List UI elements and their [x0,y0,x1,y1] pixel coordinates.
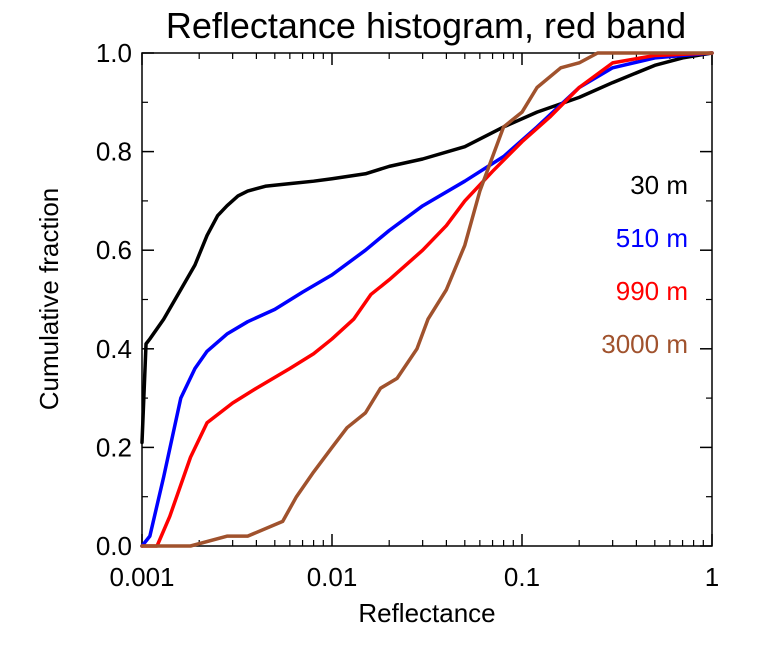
legend-entry-990-m: 990 m [616,276,688,306]
y-tick-label: 0.2 [96,432,132,462]
legend-entry-3000-m: 3000 m [601,329,688,359]
x-tick-label: 0.001 [109,562,174,592]
x-axis-label: Reflectance [358,598,495,628]
series-line-30-m [140,51,714,445]
plot-area: 0.001 0.01 0.1 1 0.0 0.2 0.4 0.6 0.8 1.0 30 m 510 m… [96,38,719,592]
x-tick-label: 0.1 [504,562,540,592]
y-axis-label: Cumulative fraction [34,188,64,411]
chart-title: Reflectance histogram, red band [166,5,686,46]
y-tick-label: 0.6 [96,235,132,265]
x-tick-label: 1 [705,562,719,592]
y-tick-label: 1.0 [96,38,132,68]
legend-entry-30-m: 30 m [630,170,688,200]
y-tick-label: 0.0 [96,531,132,561]
series-line-990-m [140,51,714,548]
y-tick-label: 0.8 [96,137,132,167]
legend-entry-510-m: 510 m [616,223,688,253]
x-tick-label: 0.01 [307,562,358,592]
series-line-3000-m [140,51,714,548]
y-tick-label: 0.4 [96,334,132,364]
